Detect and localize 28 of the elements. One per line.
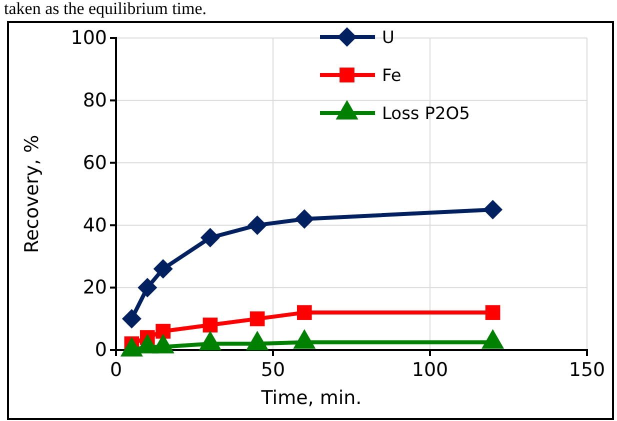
point: [202, 318, 218, 332]
legend-label: U: [382, 28, 394, 48]
point: [138, 278, 158, 298]
y-tick-label: 100: [70, 27, 107, 50]
point: [153, 259, 173, 279]
x-axis-title: Time, min.: [260, 387, 362, 409]
x-tick-label: 50: [260, 359, 286, 382]
point: [200, 228, 220, 248]
y-tick-label: 20: [82, 276, 107, 299]
y-axis-title: Recovery, %: [21, 134, 43, 254]
point: [122, 309, 142, 329]
y-tick-label: 80: [82, 89, 107, 112]
point: [294, 209, 314, 229]
text: taken as the equilibrium time.: [4, 0, 207, 18]
legend-label: Loss P2O5: [382, 104, 470, 124]
point: [296, 305, 312, 320]
x-tick-label: 0: [110, 359, 122, 382]
x-tick-label: 100: [412, 359, 448, 382]
legend-label: Fe: [382, 66, 402, 86]
y-tick-label: 40: [82, 214, 107, 236]
point: [485, 305, 500, 320]
point: [483, 200, 503, 220]
point: [248, 215, 268, 235]
y-tick-label: 60: [82, 152, 107, 174]
point: [156, 324, 171, 339]
point: [250, 311, 265, 326]
x-tick-label: 150: [568, 359, 606, 382]
y-tick-label: 0: [94, 339, 107, 362]
